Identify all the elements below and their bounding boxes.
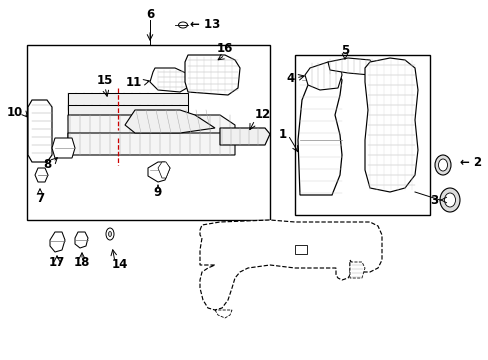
Ellipse shape	[108, 231, 111, 237]
Text: ← 13: ← 13	[189, 18, 220, 31]
Polygon shape	[68, 115, 235, 138]
Bar	[294, 245, 306, 254]
Polygon shape	[50, 232, 65, 252]
Bar	[27, 45, 269, 220]
Text: 10: 10	[7, 107, 23, 120]
Text: 8: 8	[43, 158, 52, 171]
Text: 12: 12	[254, 108, 271, 122]
Polygon shape	[220, 128, 269, 145]
Polygon shape	[68, 105, 187, 120]
Text: 11: 11	[125, 76, 142, 89]
Text: ← 2: ← 2	[459, 156, 481, 168]
Polygon shape	[28, 100, 52, 162]
Polygon shape	[158, 162, 170, 178]
Text: 6: 6	[145, 8, 154, 21]
Polygon shape	[75, 232, 88, 248]
Bar	[294, 55, 429, 215]
Text: 3: 3	[429, 194, 437, 207]
Polygon shape	[184, 55, 240, 95]
Text: 16: 16	[216, 41, 233, 54]
Polygon shape	[35, 168, 48, 182]
Text: 14: 14	[112, 257, 128, 270]
Text: 7: 7	[36, 192, 44, 204]
Polygon shape	[52, 138, 75, 158]
Polygon shape	[125, 110, 215, 133]
Polygon shape	[68, 133, 235, 155]
Ellipse shape	[439, 188, 459, 212]
Polygon shape	[200, 220, 381, 310]
Polygon shape	[148, 162, 170, 182]
Ellipse shape	[434, 155, 450, 175]
Polygon shape	[68, 93, 187, 110]
Text: 5: 5	[340, 44, 348, 57]
Polygon shape	[215, 310, 231, 318]
Text: 15: 15	[97, 73, 113, 86]
Text: 17: 17	[49, 256, 65, 270]
Ellipse shape	[444, 193, 454, 207]
Polygon shape	[349, 262, 364, 278]
Polygon shape	[297, 70, 341, 195]
Ellipse shape	[106, 228, 114, 240]
Polygon shape	[364, 58, 417, 192]
Text: 9: 9	[154, 185, 162, 198]
Text: 1: 1	[278, 129, 286, 141]
Text: 4: 4	[286, 72, 294, 85]
Text: 18: 18	[74, 256, 90, 270]
Ellipse shape	[438, 159, 447, 171]
Ellipse shape	[178, 22, 187, 28]
Polygon shape	[327, 58, 374, 75]
Polygon shape	[150, 68, 192, 92]
Polygon shape	[305, 62, 341, 90]
